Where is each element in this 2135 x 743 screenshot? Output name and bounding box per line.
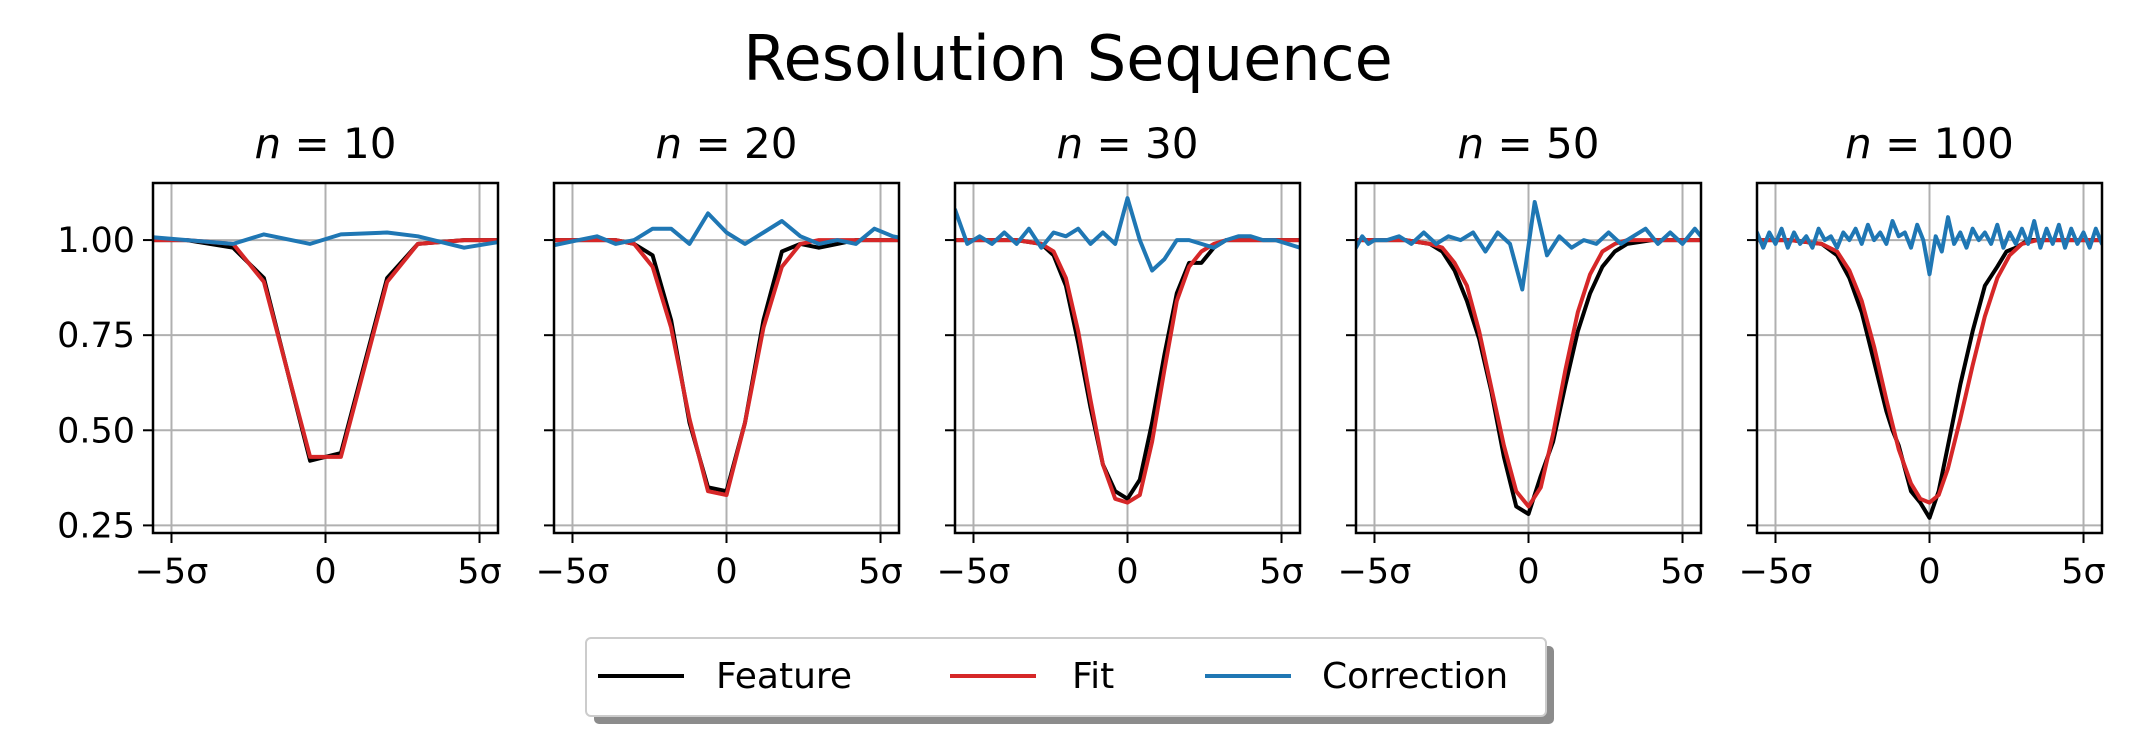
x-tick-label: −5σ — [135, 552, 209, 592]
panel-title-variable: n — [656, 119, 683, 168]
series-line-feature — [1356, 238, 1701, 516]
panel-title: n = 100 — [1845, 119, 2014, 168]
x-tick-label: 5σ — [1259, 552, 1303, 592]
panel-5: −5σ 0 5σ n = 100 — [1739, 119, 2106, 592]
legend: Feature Fit Correction — [585, 637, 1554, 724]
series-group — [554, 211, 899, 497]
panel-title-variable: n — [1057, 119, 1084, 168]
series-line-correction — [1757, 215, 2102, 277]
panel-title-value: = 20 — [682, 119, 797, 168]
series-line-correction — [1356, 200, 1701, 292]
panel-1: −5σ 0 5σ 0.25 0.50 0.75 1.00 n = 10 — [57, 119, 502, 592]
panel-title-variable: n — [1458, 119, 1485, 168]
series-line-correction — [554, 211, 899, 248]
panel-3: −5σ 0 5σ n = 30 — [937, 119, 1304, 592]
series-line-correction — [955, 196, 1300, 273]
panels: −5σ 0 5σ 0.25 0.50 0.75 1.00 n = 10 −5σ 0 5σ n = 20… — [57, 119, 2106, 592]
x-tick-label: 5σ — [2061, 552, 2105, 592]
panel-title-value: = 30 — [1083, 119, 1198, 168]
panel-title-value: = 100 — [1872, 119, 2014, 168]
legend-label-feature: Feature — [716, 656, 852, 697]
x-tick-label: 0 — [1517, 552, 1539, 592]
x-tick-label: −5σ — [937, 552, 1011, 592]
panel-title: n = 10 — [255, 119, 397, 168]
x-tick-label: −5σ — [1338, 552, 1412, 592]
x-tick-label: 0 — [314, 552, 336, 592]
series-group — [1356, 200, 1701, 516]
x-tick-label: 5σ — [457, 552, 501, 592]
legend-label-fit: Fit — [1072, 656, 1114, 697]
y-tick-label: 0.75 — [57, 316, 135, 356]
panel-title-value: = 50 — [1484, 119, 1599, 168]
x-tick-label: 5σ — [858, 552, 902, 592]
series-group — [1757, 215, 2102, 520]
panel-title: n = 30 — [1057, 119, 1199, 168]
x-tick-label: 5σ — [1660, 552, 1704, 592]
y-tick-label: 0.50 — [57, 411, 135, 451]
x-tick-label: −5σ — [1739, 552, 1813, 592]
panel-4: −5σ 0 5σ n = 50 — [1338, 119, 1705, 592]
series-group — [955, 196, 1300, 505]
panel-title-variable: n — [255, 119, 282, 168]
y-tick-label: 0.25 — [57, 506, 135, 546]
x-tick-label: 0 — [1918, 552, 1940, 592]
panel-title-value: = 10 — [281, 119, 396, 168]
series-line-correction — [153, 230, 498, 250]
series-line-fit — [554, 238, 899, 497]
series-line-fit — [1757, 238, 2102, 505]
panel-title: n = 20 — [656, 119, 798, 168]
x-tick-label: 0 — [715, 552, 737, 592]
panel-title-variable: n — [1845, 119, 1872, 168]
x-tick-label: 0 — [1116, 552, 1138, 592]
x-tick-label: −5σ — [536, 552, 610, 592]
legend-label-correction: Correction — [1322, 656, 1508, 697]
series-group — [153, 230, 498, 463]
figure-title: Resolution Sequence — [743, 22, 1393, 95]
legend-box — [585, 637, 1547, 717]
panel-2: −5σ 0 5σ n = 20 — [536, 119, 903, 592]
y-tick-label: 1.00 — [57, 221, 135, 261]
panel-title: n = 50 — [1458, 119, 1600, 168]
